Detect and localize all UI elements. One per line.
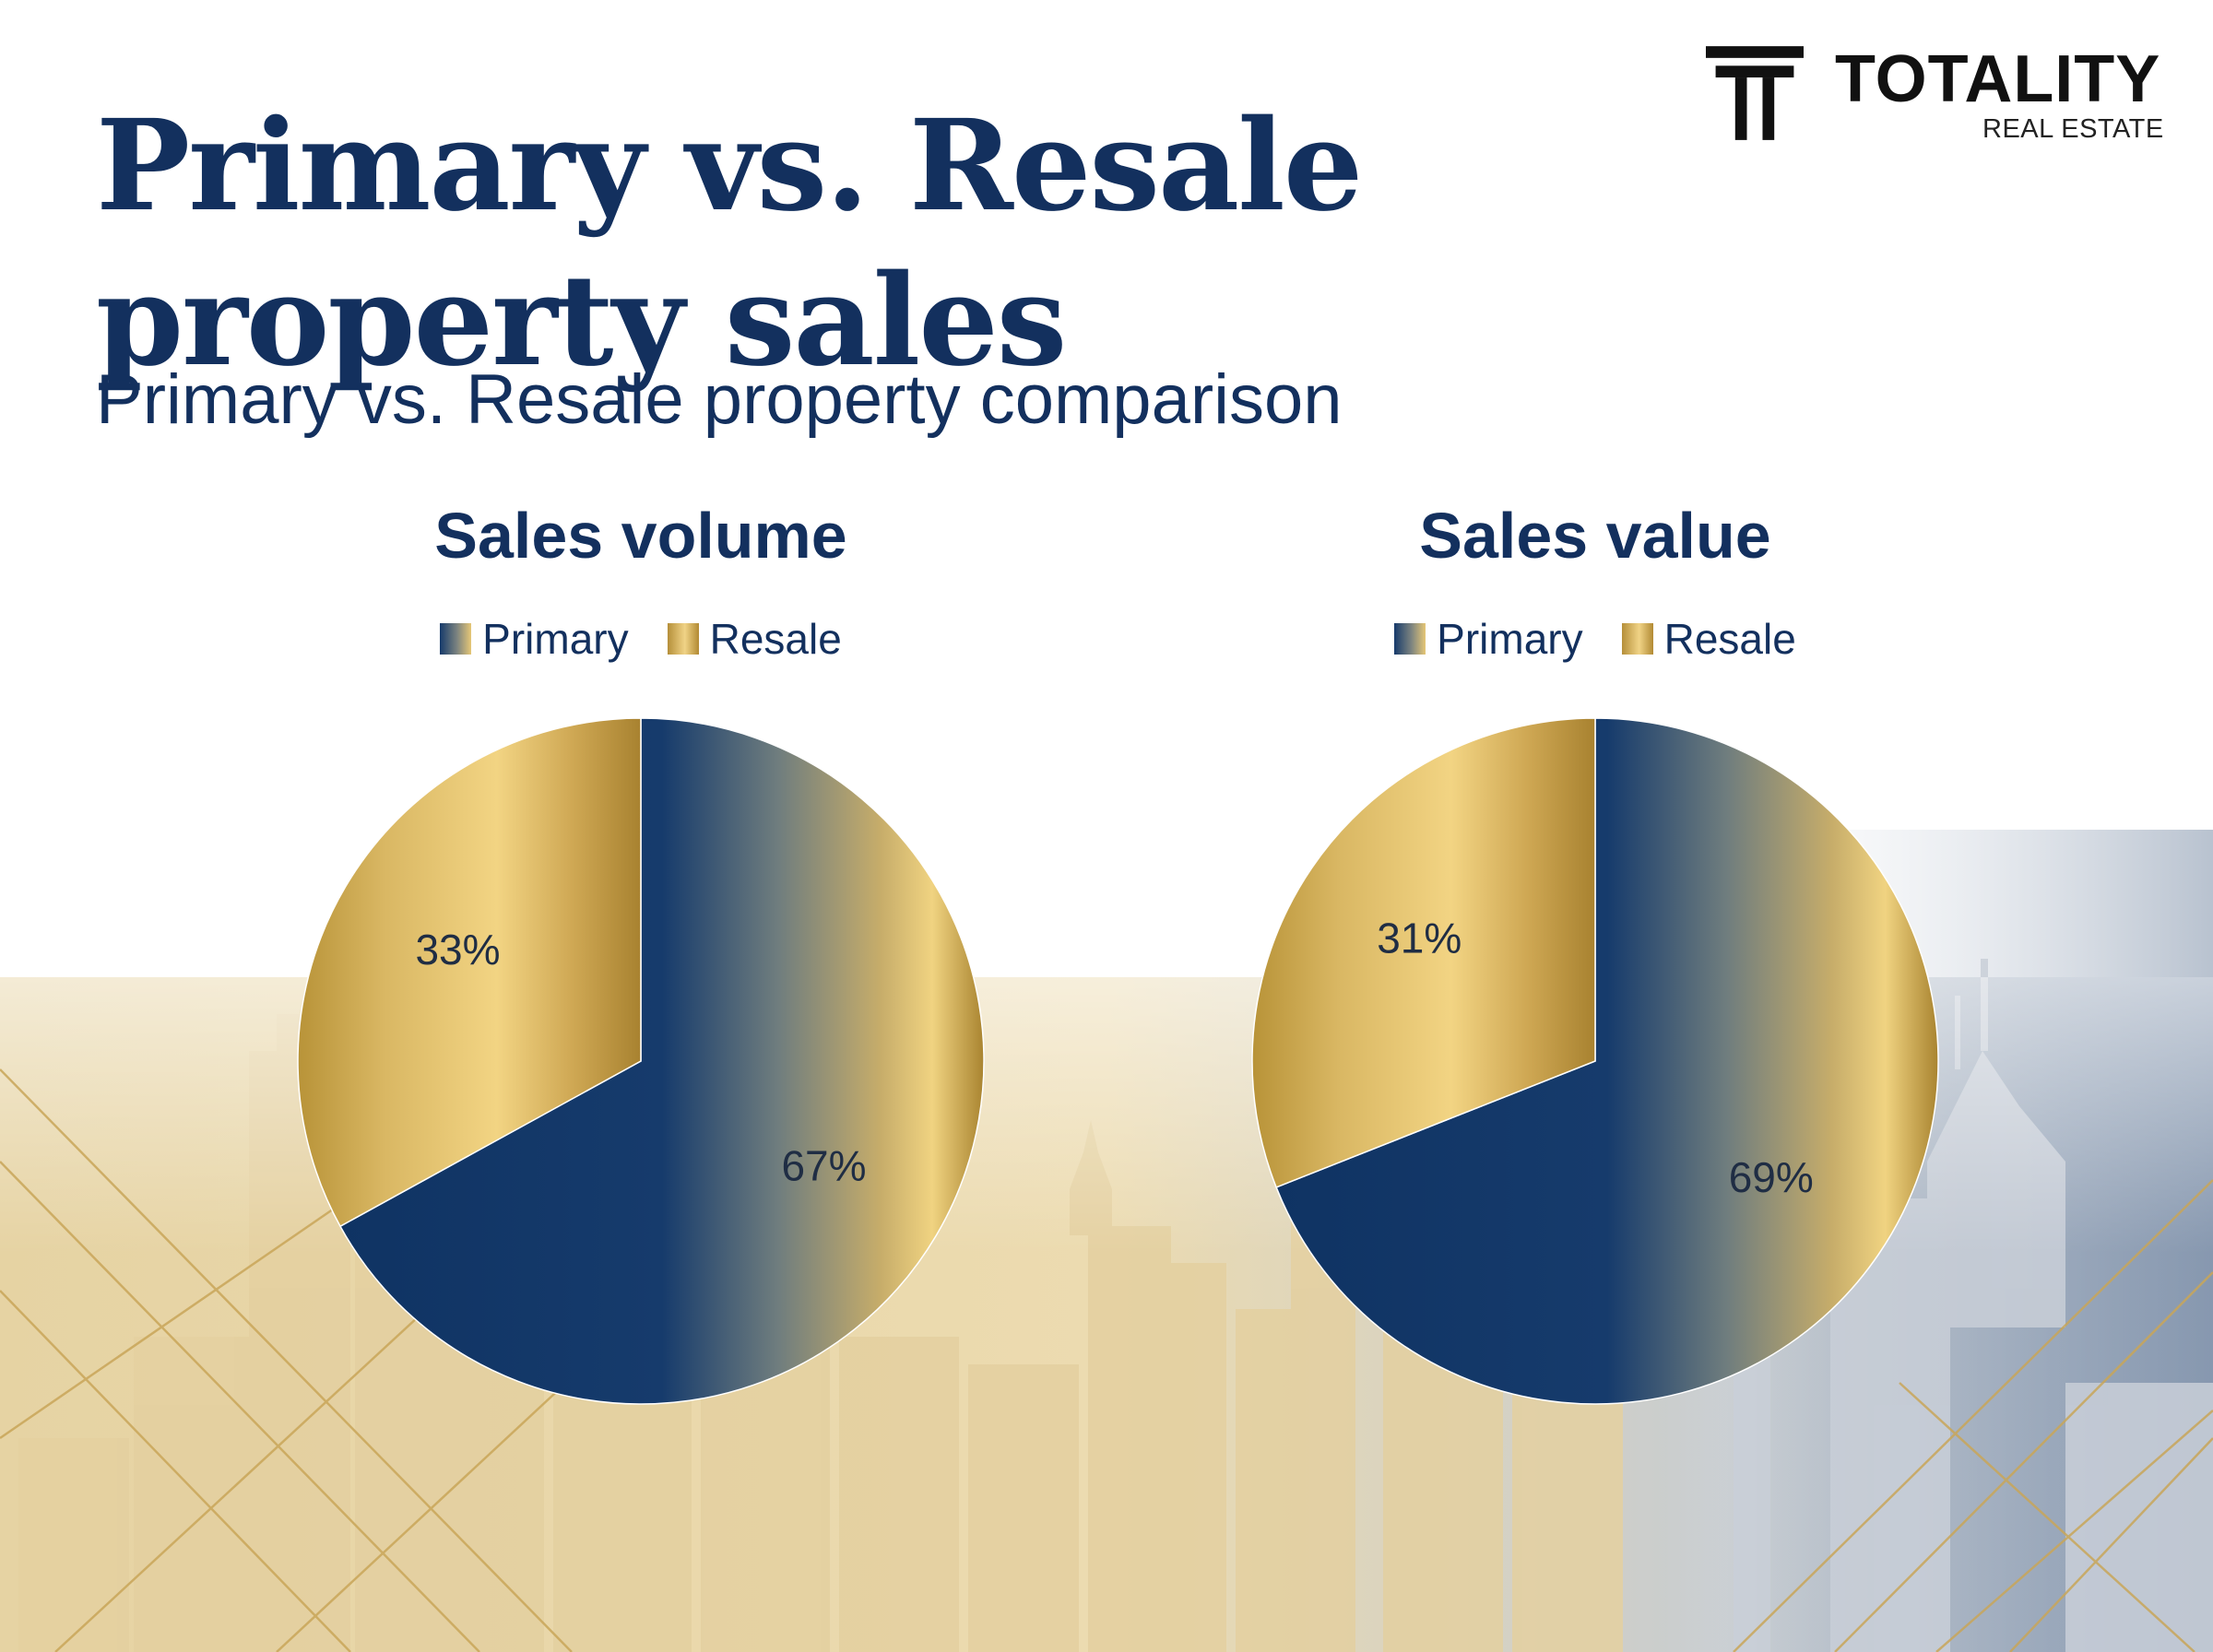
legend-item-resale: Resale	[667, 615, 842, 663]
brand-name: TOTALITY	[1835, 42, 2161, 116]
data-label-primary: 69%	[1729, 1153, 1814, 1201]
brand-tagline: REAL ESTATE	[1982, 114, 2164, 144]
pie-chart: 67% 33%	[297, 717, 985, 1405]
chart-legend: Primary Resale	[198, 618, 1083, 660]
legend-swatch-primary	[440, 623, 472, 655]
sales-volume-chart: Sales volume Primary Resale 67% 33%	[198, 503, 1083, 1425]
pie-chart: 69% 31%	[1251, 717, 1939, 1405]
data-label-primary: 67%	[781, 1142, 866, 1190]
legend-swatch-resale	[667, 623, 699, 655]
legend-swatch-resale	[1621, 623, 1653, 655]
legend-label-primary: Primary	[482, 615, 629, 663]
legend-label-resale: Resale	[709, 615, 842, 663]
page-subtitle: Primary vs. Resale property comparison	[96, 360, 1343, 439]
data-label-resale: 31%	[1377, 914, 1462, 962]
sales-value-chart: Sales value Primary Resale 69% 31%	[1153, 503, 2038, 1425]
legend-label-primary: Primary	[1437, 615, 1583, 663]
legend-item-primary: Primary	[440, 615, 629, 663]
legend-label-resale: Resale	[1663, 615, 1796, 663]
pie-slice-resale	[1251, 717, 1596, 1188]
legend-swatch-primary	[1394, 623, 1426, 655]
pie-slice-resale	[297, 717, 642, 1228]
t-monogram-icon	[1706, 46, 1804, 140]
legend-item-resale: Resale	[1621, 615, 1796, 663]
data-label-resale: 33%	[415, 926, 500, 974]
pie-slice-primary	[1275, 717, 1939, 1405]
chart-title: Sales value	[1419, 500, 1771, 572]
chart-legend: Primary Resale	[1153, 618, 2038, 660]
brand-logo: TOTALITY REAL ESTATE	[1706, 44, 2167, 146]
legend-item-primary: Primary	[1394, 615, 1583, 663]
page-title: Primary vs. Resale property sales	[96, 92, 1363, 395]
pie-slice-primary	[338, 717, 985, 1405]
chart-title: Sales volume	[434, 500, 847, 572]
